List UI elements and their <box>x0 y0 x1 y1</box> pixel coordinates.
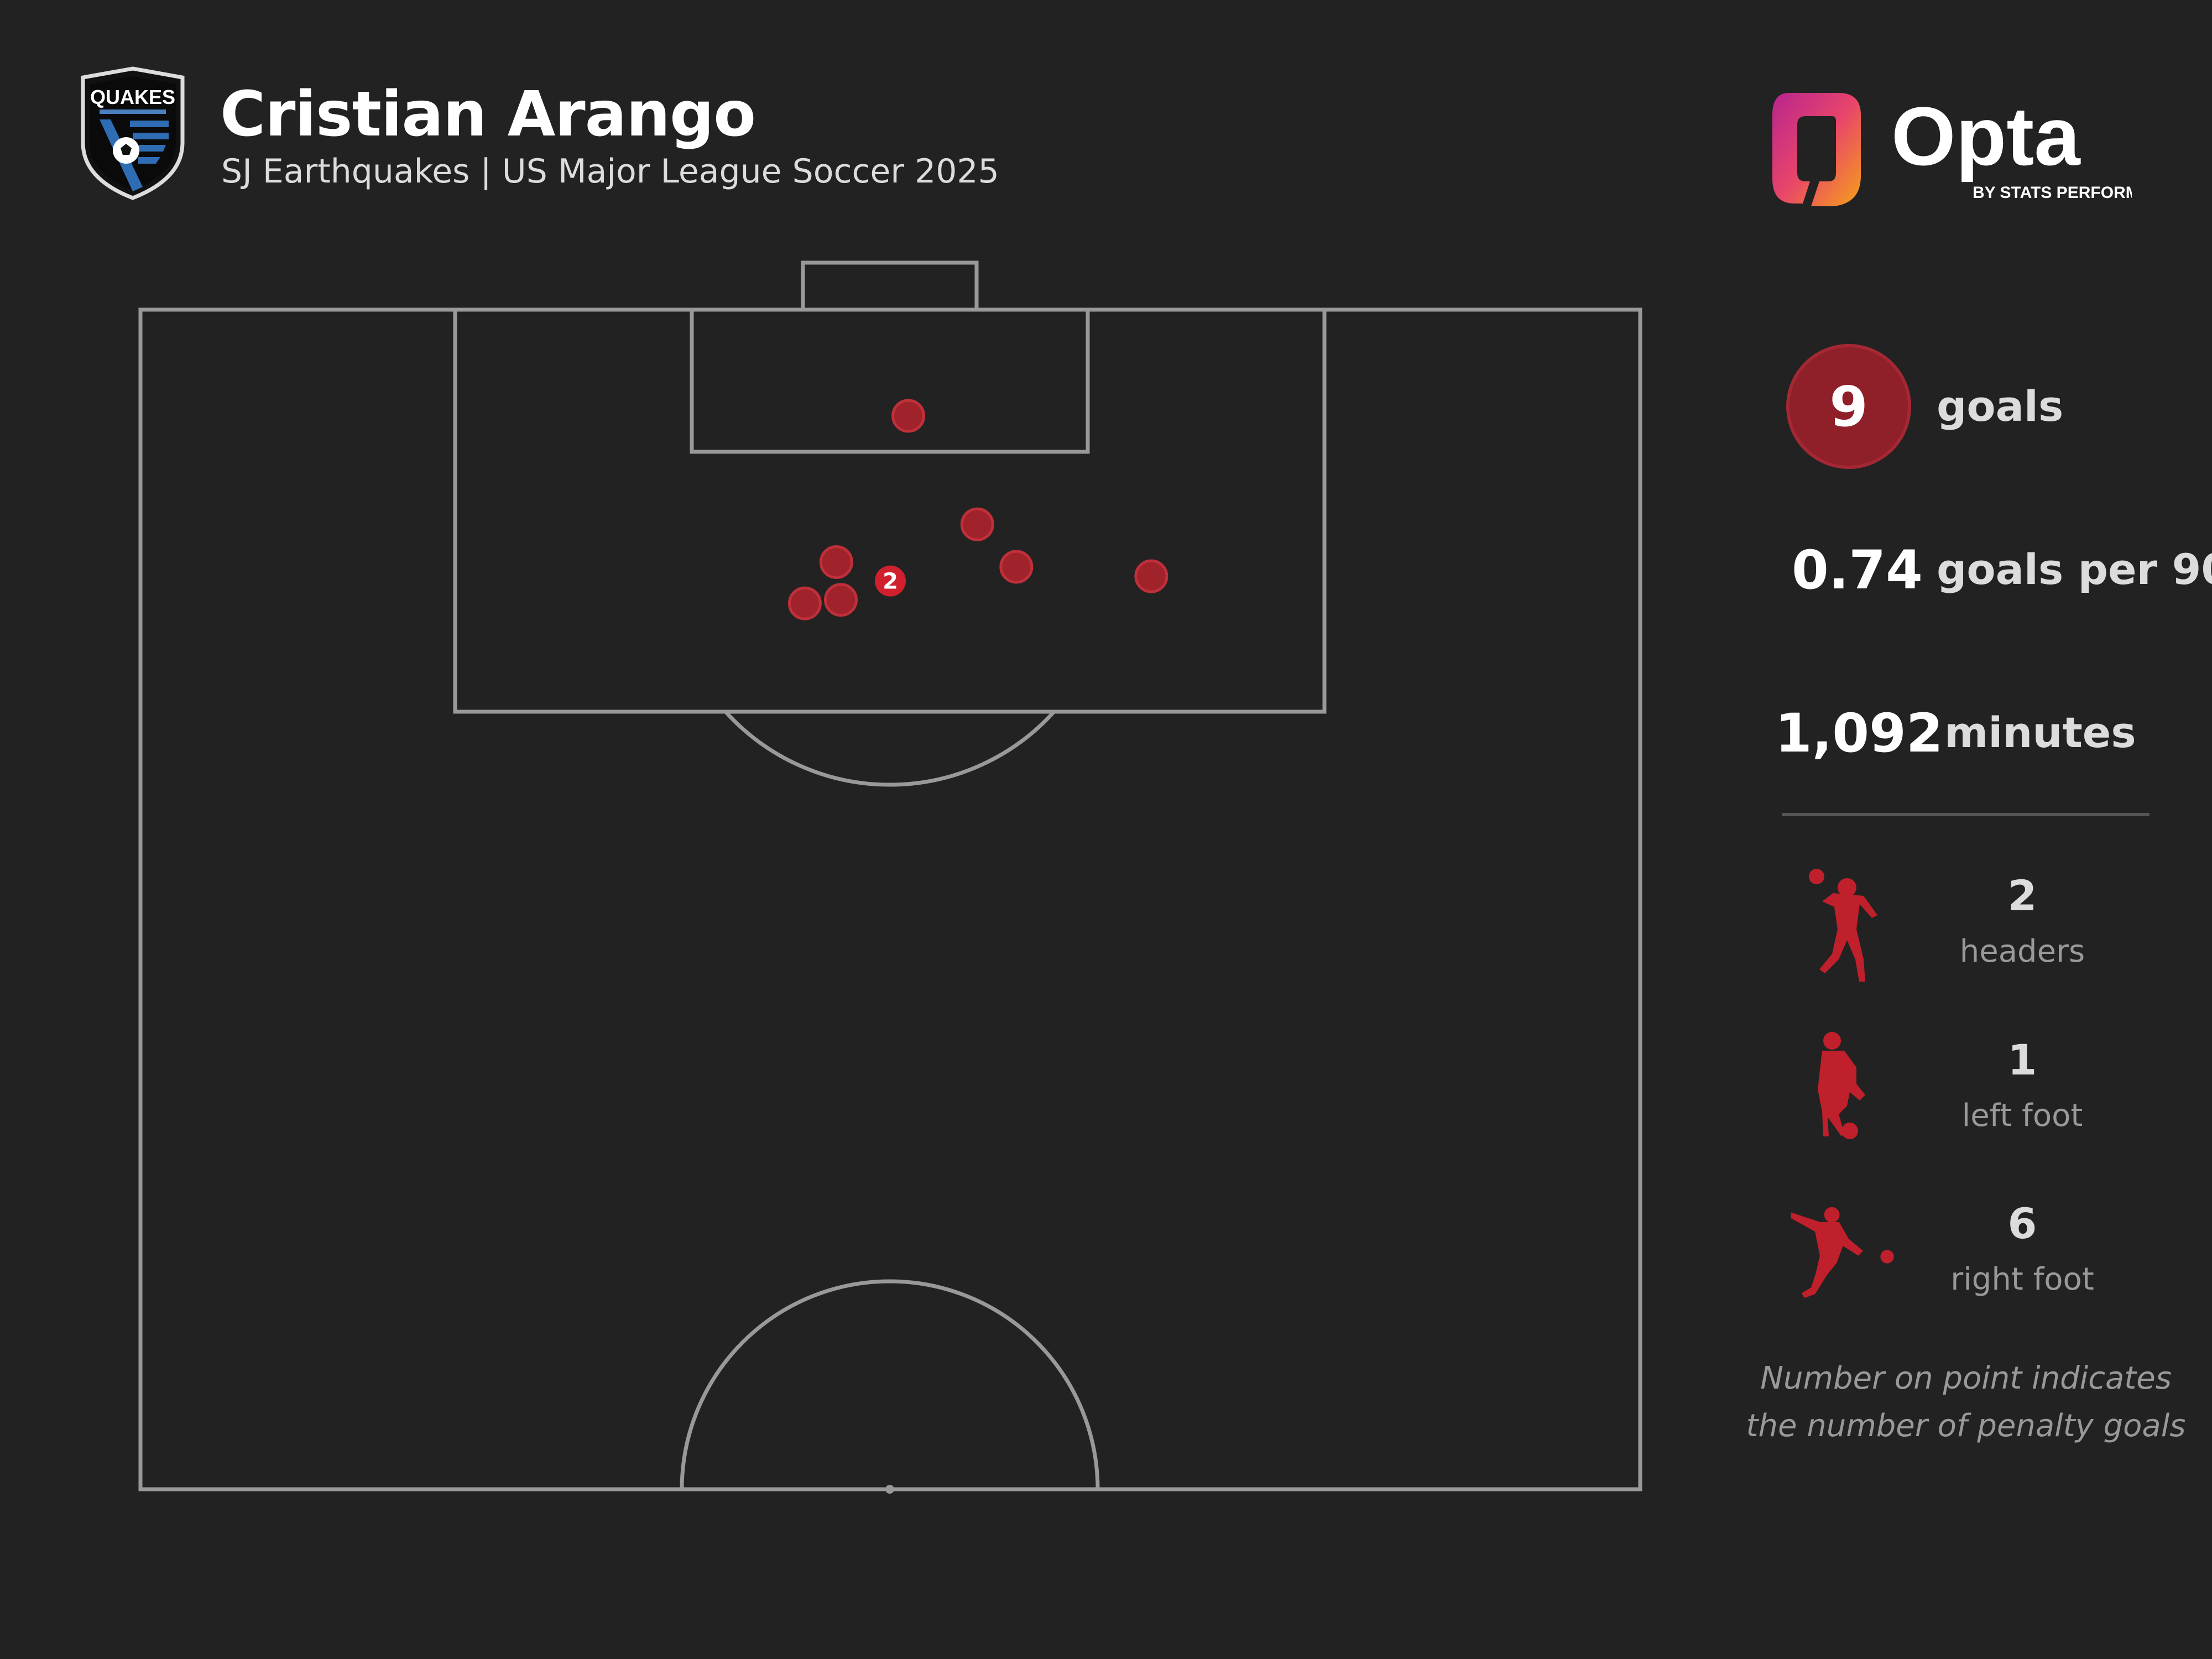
stats-divider <box>1782 813 2150 816</box>
goal-point-4 <box>999 550 1034 584</box>
svg-text:QUAKES: QUAKES <box>90 86 175 108</box>
club-crest-logo: QUAKES <box>81 66 185 200</box>
svg-text:Opta: Opta <box>1891 90 2081 182</box>
right-foot-label: right foot <box>1950 1261 2094 1297</box>
goal-markers: 2 <box>787 399 1168 620</box>
goal-point-7 <box>787 586 822 620</box>
footnote-line-2: the number of penalty goals <box>1746 1408 2186 1444</box>
penalty-goal-count-1: 2 <box>883 569 898 594</box>
goals-per-90-value: 0.74 <box>1792 539 1923 601</box>
goal-point-3 <box>819 545 853 579</box>
headers-count: 2 <box>2007 871 2037 920</box>
left-foot-icon <box>1818 1032 1865 1139</box>
svg-text:BY STATS PERFORM: BY STATS PERFORM <box>1973 184 2132 202</box>
minutes-value: 1,092 <box>1775 702 1943 764</box>
pitch-lines <box>138 260 1642 1491</box>
goal-point-1 <box>891 399 926 433</box>
footnote-line-1: Number on point indicates <box>1760 1360 2172 1396</box>
right-foot-count: 6 <box>2007 1199 2037 1248</box>
goals-label: goals <box>1937 382 2064 431</box>
footnote: Number on point indicates the number of … <box>1742 1355 2190 1450</box>
left-foot-count: 1 <box>2007 1035 2037 1084</box>
centre-spot <box>885 1485 894 1494</box>
goal-point-5 <box>1134 559 1168 593</box>
subtitle: SJ Earthquakes | US Major League Soccer … <box>221 152 999 191</box>
six-yard-box <box>690 307 1090 454</box>
centre-circle <box>680 1279 1100 1490</box>
goal-frame <box>801 260 979 312</box>
player-name: Cristian Arango <box>220 79 756 150</box>
goal-point-2 <box>960 507 994 541</box>
goal-point-6 <box>824 583 858 617</box>
header-icon <box>1809 869 1877 982</box>
penalty-area <box>453 307 1327 714</box>
pitch-outline <box>138 307 1642 1491</box>
left-foot-label: left foot <box>1961 1098 2083 1134</box>
headers-label: headers <box>1959 933 2085 969</box>
goals-total-badge: 9 <box>1786 344 1911 469</box>
opta-logo: Opta BY STATS PERFORM <box>1772 90 2132 206</box>
penalty-goal-point-1 <box>875 565 906 597</box>
penalty-arc <box>724 710 1056 787</box>
minutes-label: minutes <box>1944 708 2136 757</box>
right-foot-icon <box>1791 1207 1894 1298</box>
goals-per-90-label: goals per 90 <box>1937 545 2212 594</box>
